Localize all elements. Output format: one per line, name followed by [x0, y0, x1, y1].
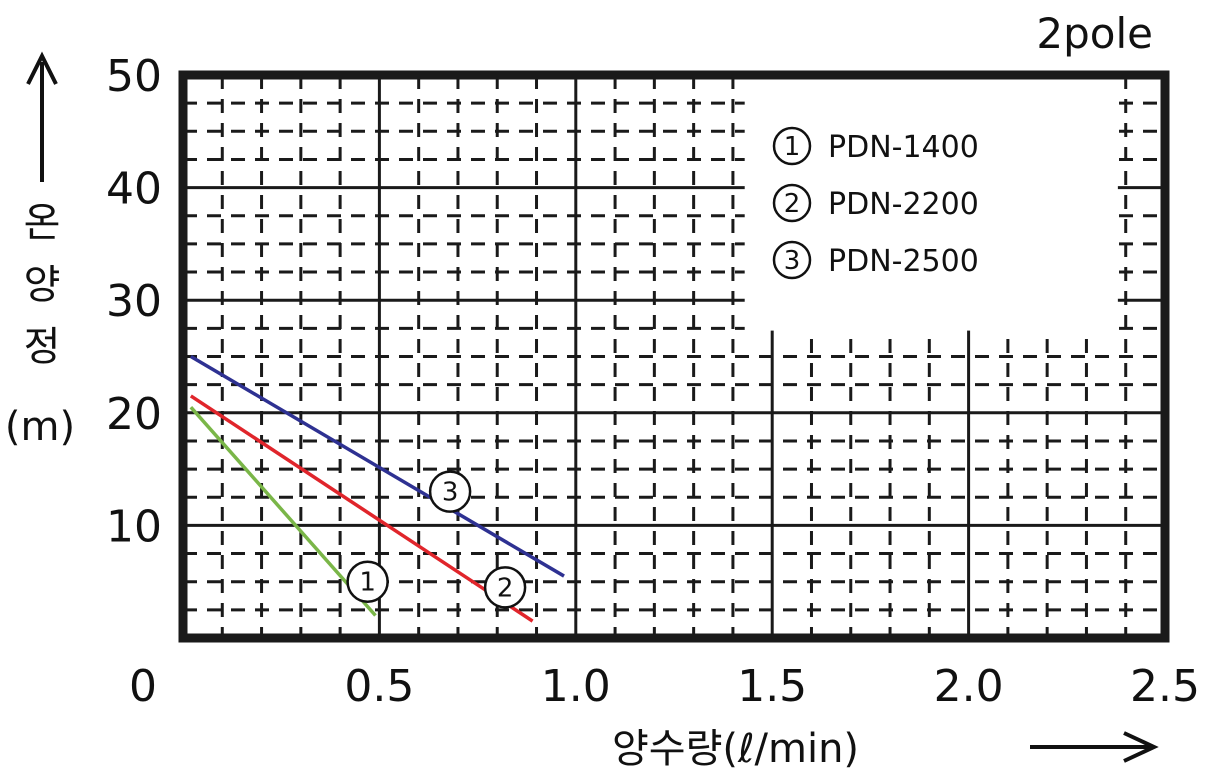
y-axis-label-char: 양	[24, 262, 61, 308]
legend-entry-label: PDN-2500	[828, 244, 979, 279]
legend-marker-label: 2	[784, 189, 801, 219]
series-marker-label: 1	[359, 568, 376, 598]
plot-frame	[178, 70, 1170, 643]
series-marker-label: 3	[442, 478, 459, 508]
x-axis-label: 양수량(ℓ/min)	[612, 726, 1159, 772]
y-axis-arrow-head-icon	[26, 51, 58, 85]
y-axis-label: 온 양 정 (m)	[5, 51, 75, 450]
series-marker-circle	[428, 470, 472, 513]
y-tick-label: 10	[106, 501, 162, 552]
y-axis-label-char: 온	[24, 200, 61, 246]
y-axis-unit: (m)	[5, 404, 75, 450]
x-tick-label: 0	[129, 661, 157, 712]
legend-marker-circle	[772, 126, 812, 166]
y-tick-label: 30	[106, 276, 162, 327]
y-tick-label: 40	[106, 164, 162, 215]
y-tick-label: 50	[106, 51, 162, 102]
tick-labels: 10 20 30 40 50 0 0.5 1.0 1.5 2.0 2.5	[106, 51, 1200, 712]
pole-label: 2pole	[1036, 9, 1153, 58]
legend-marker-circle	[772, 240, 812, 280]
legend-marker-circle	[772, 183, 812, 223]
x-axis-arrow-head-icon	[1123, 731, 1159, 763]
x-tick-label: 1.0	[541, 661, 611, 712]
legend-entry-label: PDN-2200	[828, 187, 979, 222]
x-axis-label-text: 양수량(ℓ/min)	[612, 726, 859, 772]
chart-series: 1 2 3	[189, 354, 565, 623]
series-marker-label: 2	[497, 573, 514, 603]
x-tick-label: 2.5	[1130, 661, 1200, 712]
series-line	[189, 354, 565, 578]
x-tick-label: 2.0	[934, 661, 1004, 712]
legend-entry-label: PDN-1400	[828, 130, 979, 165]
series-line	[189, 394, 534, 623]
y-axis-label-char: 정	[24, 324, 61, 370]
series-marker-circle	[483, 566, 527, 609]
x-tick-label: 1.5	[737, 661, 807, 712]
series-marker-circle	[346, 560, 389, 603]
series-line	[189, 406, 377, 617]
legend-marker-label: 3	[784, 246, 801, 276]
x-tick-label: 0.5	[344, 661, 414, 712]
chart-legend: 1 PDN-1400 2 PDN-2200 3 PDN-2500	[772, 126, 979, 280]
y-tick-label: 20	[106, 389, 162, 440]
legend-marker-label: 1	[784, 132, 801, 162]
